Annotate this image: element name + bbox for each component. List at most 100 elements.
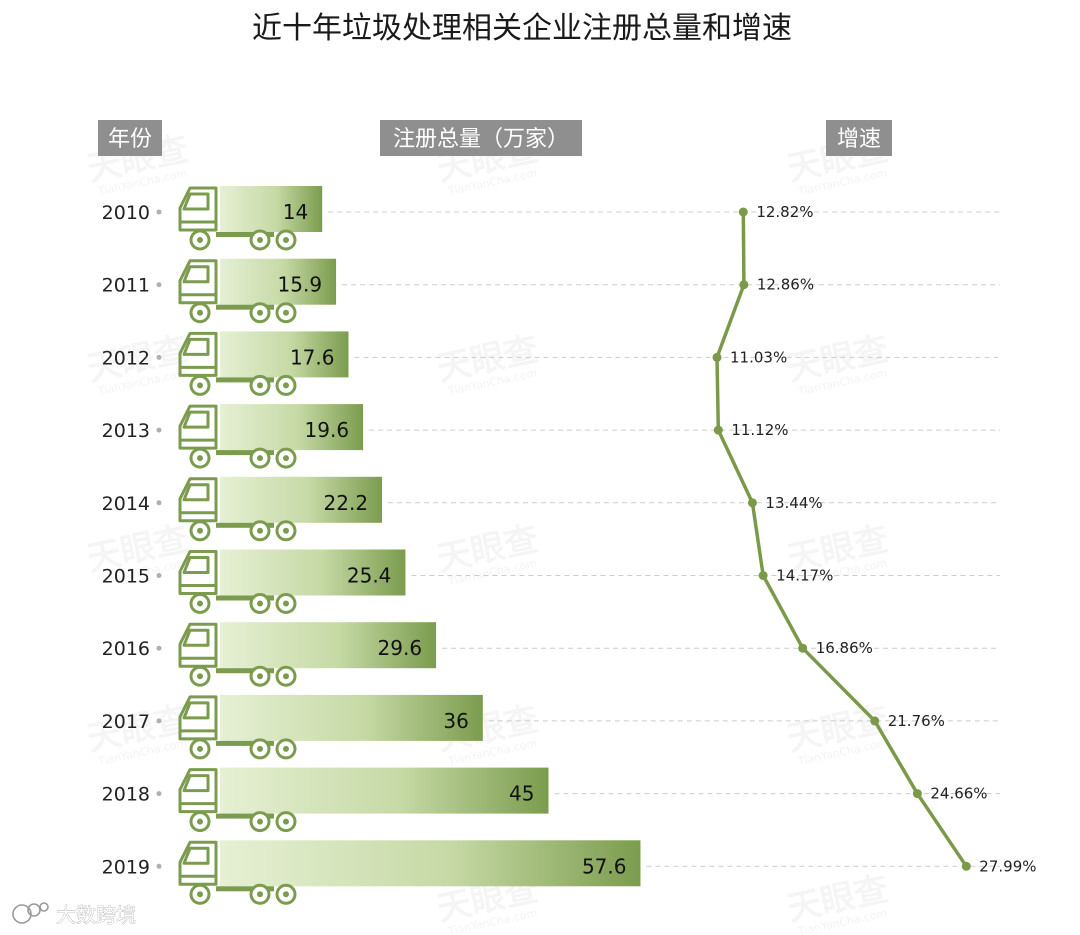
truck-wheel [189,229,211,251]
header-growth: 增速 [826,120,892,156]
growth-point [961,861,971,871]
growth-line [715,211,968,868]
total-bar [220,258,337,305]
truck-chassis [216,740,274,746]
total-value-label: 22.2 [324,491,369,515]
header-growth-label: 增速 [837,127,881,152]
year-label: 2019 [102,856,150,878]
truck-icon [178,404,218,450]
growth-point [870,716,880,726]
year-dot [156,209,162,215]
year-label: 2015 [102,566,150,588]
total-bar [220,694,483,741]
truck-icon [178,550,218,595]
growth-point [747,498,757,508]
truck-chassis [216,232,274,237]
growth-point [758,571,768,580]
truck-chassis [216,668,274,674]
truck-chassis [216,304,274,310]
truck-wheel [189,302,211,324]
growth-value-label: 14.17% [776,567,833,585]
truck-icon [178,768,218,814]
data-row: 2019 57.6 [102,840,1000,905]
total-value-label: 17.6 [290,345,335,369]
truck-wheel [189,447,211,469]
year-label: 2018 [102,784,150,806]
truck-wheel [189,520,211,542]
year-dot [156,863,162,869]
total-value-label: 15.9 [278,273,323,297]
year-dot [156,500,162,506]
truck-chassis [216,450,274,456]
truck-wheel [275,811,297,833]
year-label: 2013 [102,420,150,442]
growth-point [738,207,748,217]
total-bar [220,186,323,232]
growth-point [713,425,723,435]
year-label: 2010 [102,202,150,224]
total-bar [220,840,641,887]
data-row: 2016 29.6 [102,622,1000,687]
year-label: 2016 [102,638,150,660]
year-label: 2017 [102,711,150,733]
growth-value-label: 27.99% [979,857,1036,875]
total-value-label: 14 [283,200,308,224]
chart-title: 近十年垃圾处理相关企业注册总量和增速 [252,11,792,46]
truck-wheel [249,738,271,760]
truck-wheel [189,593,211,614]
truck-wheel [275,447,297,469]
year-label: 2014 [102,493,150,515]
truck-wheel [189,738,211,760]
data-row: 2012 17.6 [102,331,1000,396]
truck-wheel [275,229,297,251]
data-row: 2014 22.2 [102,476,1000,542]
total-bar [220,767,549,814]
total-value-label: 19.6 [305,418,350,442]
truck-icon [178,477,218,523]
total-bar [220,549,406,596]
truck-wheel [189,883,211,905]
year-dot [156,791,162,797]
year-label: 2012 [102,347,150,369]
truck-wheel [249,593,271,614]
growth-value-label: 24.66% [930,785,987,803]
truck-icon [178,259,218,305]
year-dot [156,718,162,724]
growth-value-label: 12.82% [756,203,813,221]
growth-value-label: 11.03% [730,348,787,366]
growth-value-label: 12.86% [757,276,814,294]
growth-line-layer: 12.82% 12.86% 11.03% 11.12% 13.44% 14.17% 16.8… [712,203,1037,875]
truck-icon [178,331,218,377]
truck-wheel [275,738,297,760]
year-dot [156,354,162,360]
growth-point [712,352,722,362]
header-year: 年份 [98,120,162,156]
data-row: 2010 14 [102,186,1000,251]
header-total-label: 注册总量（万家） [393,127,569,152]
footer-text: 大数跨境 [56,903,136,927]
truck-chassis [216,813,274,819]
year-dot [156,282,162,288]
truck-wheel [249,520,271,542]
year-dot [156,645,162,651]
truck-wheel [275,520,297,542]
truck-wheel [275,374,297,396]
year-dot [156,427,162,433]
truck-chassis [216,377,274,383]
truck-icon [178,840,218,886]
growth-point [912,789,922,799]
growth-point [739,280,749,290]
data-row: 2015 25.4 [102,549,1000,614]
growth-value-label: 13.44% [765,494,822,512]
truck-chassis [216,522,274,528]
truck-wheel [249,447,271,469]
truck-wheel [275,593,297,614]
truck-icon [178,186,218,232]
total-value-label: 25.4 [347,564,392,588]
year-label: 2011 [102,275,150,297]
total-bar [220,622,437,669]
data-row: 2011 15.9 [102,258,1000,324]
growth-value-label: 21.76% [888,712,945,730]
